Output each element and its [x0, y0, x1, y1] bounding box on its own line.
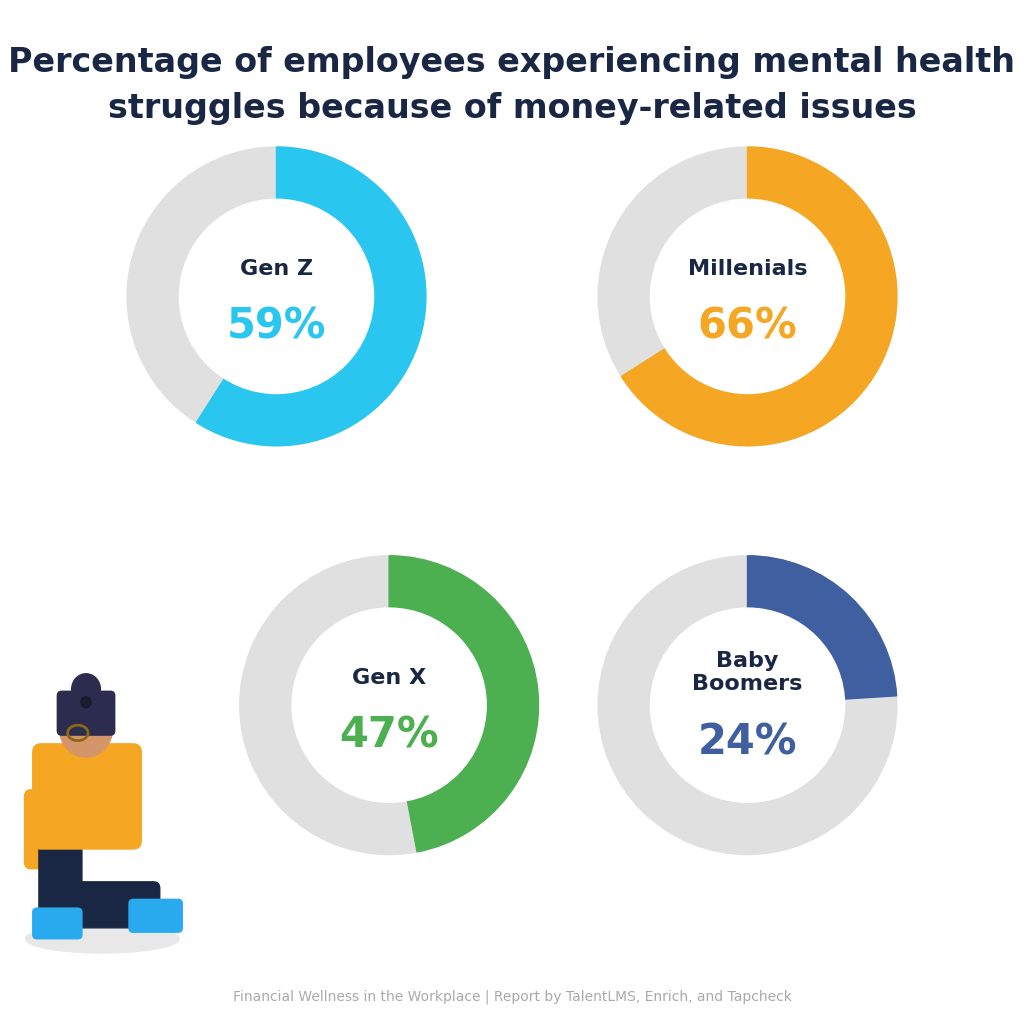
Wedge shape	[598, 556, 897, 854]
Text: 24%: 24%	[697, 722, 798, 763]
Wedge shape	[197, 147, 426, 446]
Text: Financial Wellness in the Workplace | Report by TalentLMS, Enrich, and Tapcheck: Financial Wellness in the Workplace | Re…	[232, 989, 792, 1004]
FancyBboxPatch shape	[33, 909, 82, 939]
Ellipse shape	[26, 925, 179, 953]
FancyBboxPatch shape	[25, 790, 61, 869]
Text: Millenials: Millenials	[688, 260, 807, 279]
Text: 59%: 59%	[226, 306, 327, 347]
Circle shape	[72, 673, 100, 704]
Text: Percentage of employees experiencing mental health
struggles because of money-re: Percentage of employees experiencing men…	[8, 46, 1016, 125]
Wedge shape	[748, 556, 897, 699]
Text: Gen Z: Gen Z	[240, 260, 313, 279]
Circle shape	[292, 608, 486, 802]
Text: 47%: 47%	[339, 714, 439, 756]
Wedge shape	[127, 147, 426, 446]
Circle shape	[650, 608, 845, 802]
Circle shape	[59, 700, 113, 757]
Wedge shape	[598, 147, 897, 446]
Text: 66%: 66%	[697, 306, 798, 347]
FancyBboxPatch shape	[66, 882, 160, 928]
Text: Gen X: Gen X	[352, 668, 426, 688]
FancyBboxPatch shape	[57, 691, 115, 735]
FancyBboxPatch shape	[33, 744, 141, 849]
Circle shape	[81, 697, 91, 707]
FancyBboxPatch shape	[39, 817, 82, 928]
Wedge shape	[240, 556, 539, 854]
Circle shape	[179, 199, 374, 393]
FancyBboxPatch shape	[129, 899, 182, 932]
Wedge shape	[622, 147, 897, 446]
Text: Baby
Boomers: Baby Boomers	[692, 651, 803, 694]
Circle shape	[650, 199, 845, 393]
Wedge shape	[389, 556, 539, 852]
